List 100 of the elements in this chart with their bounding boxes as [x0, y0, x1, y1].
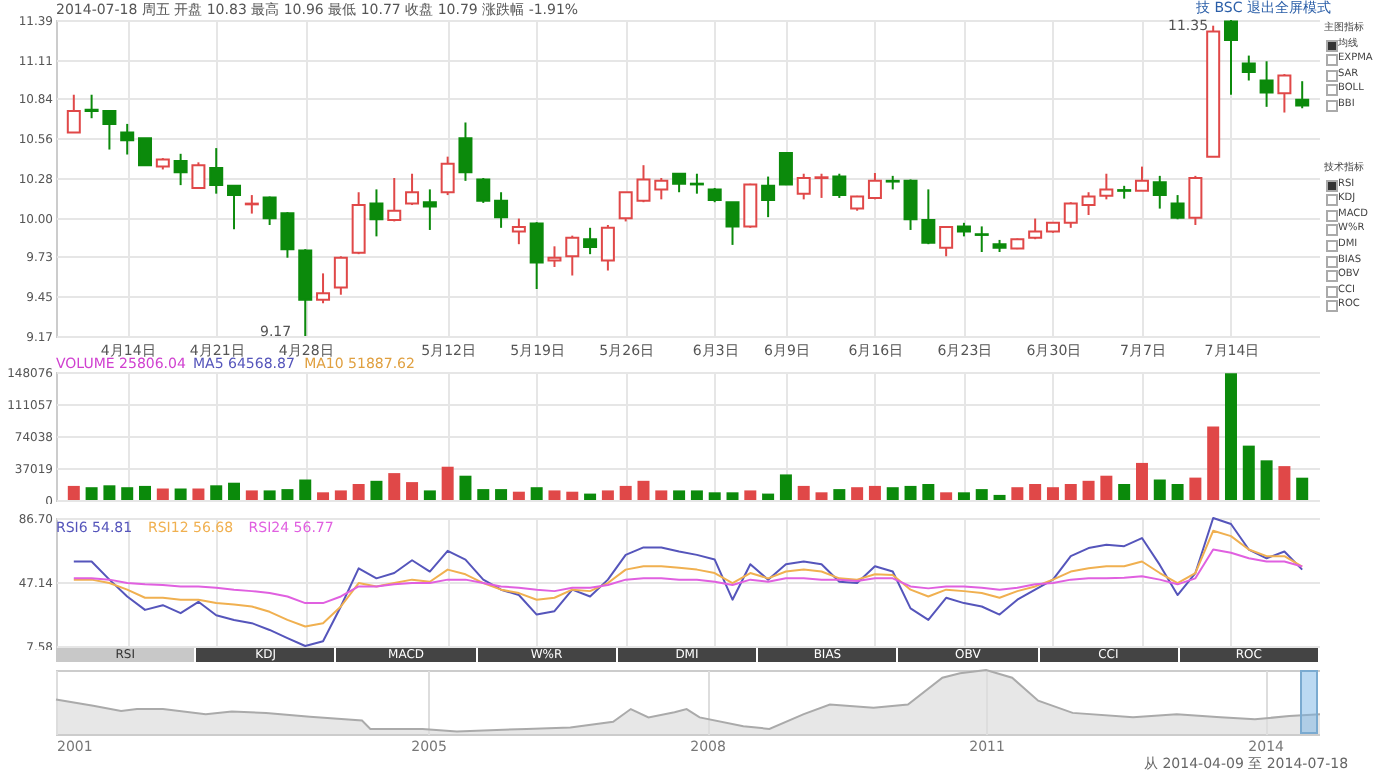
bar	[815, 492, 828, 500]
bar	[423, 490, 436, 500]
bar	[637, 480, 650, 500]
candlestick	[725, 201, 740, 246]
bar	[512, 491, 525, 500]
candlestick	[1188, 174, 1203, 226]
bar	[1260, 460, 1273, 500]
candlestick	[1277, 73, 1292, 114]
candlestick	[173, 152, 188, 187]
candlestick	[778, 151, 793, 187]
bar	[139, 485, 152, 500]
bar	[530, 487, 543, 500]
bar	[1029, 484, 1042, 500]
bar	[1189, 477, 1202, 500]
line-series	[72, 548, 1304, 605]
candlestick	[814, 172, 829, 199]
bar	[1224, 373, 1237, 500]
candlestick	[369, 188, 384, 238]
candlestick	[939, 225, 954, 258]
bar	[922, 484, 935, 500]
candlestick	[476, 177, 491, 204]
bar	[797, 485, 810, 500]
bar	[1046, 487, 1059, 500]
bar	[940, 492, 953, 500]
bar	[352, 484, 365, 500]
bar	[263, 490, 276, 500]
bar	[228, 482, 241, 500]
candlestick	[1063, 201, 1078, 229]
bar	[1171, 484, 1184, 500]
bar	[370, 480, 383, 500]
bar	[245, 490, 258, 500]
bar	[833, 489, 846, 500]
candlestick	[1223, 19, 1238, 96]
candlestick	[333, 255, 348, 296]
bar	[67, 485, 80, 500]
candlestick	[832, 172, 847, 199]
line-series	[72, 529, 1304, 628]
bar	[868, 485, 881, 500]
candlestick	[440, 155, 455, 197]
bar	[886, 487, 899, 500]
candlestick	[120, 122, 135, 156]
bar	[103, 485, 116, 500]
bar	[1011, 487, 1024, 500]
candlestick	[1152, 174, 1167, 210]
candlestick	[1295, 80, 1310, 110]
bar	[708, 492, 721, 500]
bar	[566, 491, 579, 500]
bar	[762, 493, 775, 500]
candlestick	[547, 245, 562, 268]
candlestick	[209, 147, 224, 195]
candlestick	[191, 161, 206, 189]
bar	[690, 490, 703, 500]
bar	[1296, 477, 1309, 500]
bar	[851, 487, 864, 500]
bar	[619, 485, 632, 500]
candlestick	[387, 177, 402, 223]
bar	[317, 492, 330, 500]
candlestick	[529, 221, 544, 291]
candlestick	[796, 172, 811, 201]
bar	[548, 490, 561, 500]
bar	[406, 482, 419, 500]
bar	[957, 492, 970, 500]
bar	[1100, 475, 1113, 500]
candlestick	[600, 223, 615, 272]
bar	[281, 489, 294, 500]
bar	[975, 489, 988, 500]
bar	[192, 488, 205, 500]
bar	[655, 490, 668, 500]
candlestick	[422, 188, 437, 231]
bar	[779, 474, 792, 500]
bar	[1207, 426, 1220, 500]
candlestick	[511, 217, 526, 246]
bar	[673, 490, 686, 500]
bar	[1118, 484, 1131, 500]
bar	[174, 488, 187, 500]
bar	[993, 494, 1006, 500]
bar	[85, 487, 98, 500]
bar	[334, 490, 347, 500]
candlestick	[227, 184, 242, 231]
candlestick	[494, 191, 509, 229]
bar	[121, 487, 134, 500]
bar	[477, 489, 490, 500]
bar	[601, 490, 614, 500]
bar	[388, 473, 401, 500]
bar	[744, 490, 757, 500]
bar	[1135, 462, 1148, 500]
bar	[495, 489, 508, 500]
bar	[1278, 466, 1291, 500]
candlestick	[1170, 194, 1185, 221]
candlestick	[743, 182, 758, 229]
candlestick	[351, 191, 366, 256]
candlestick	[974, 225, 989, 254]
bar	[904, 485, 917, 500]
candlestick	[1241, 54, 1256, 82]
candlestick	[1259, 60, 1274, 108]
candlestick	[66, 93, 81, 134]
candlestick	[654, 177, 669, 201]
candlestick	[672, 172, 687, 194]
candlestick	[565, 234, 580, 277]
candlestick	[405, 172, 420, 207]
